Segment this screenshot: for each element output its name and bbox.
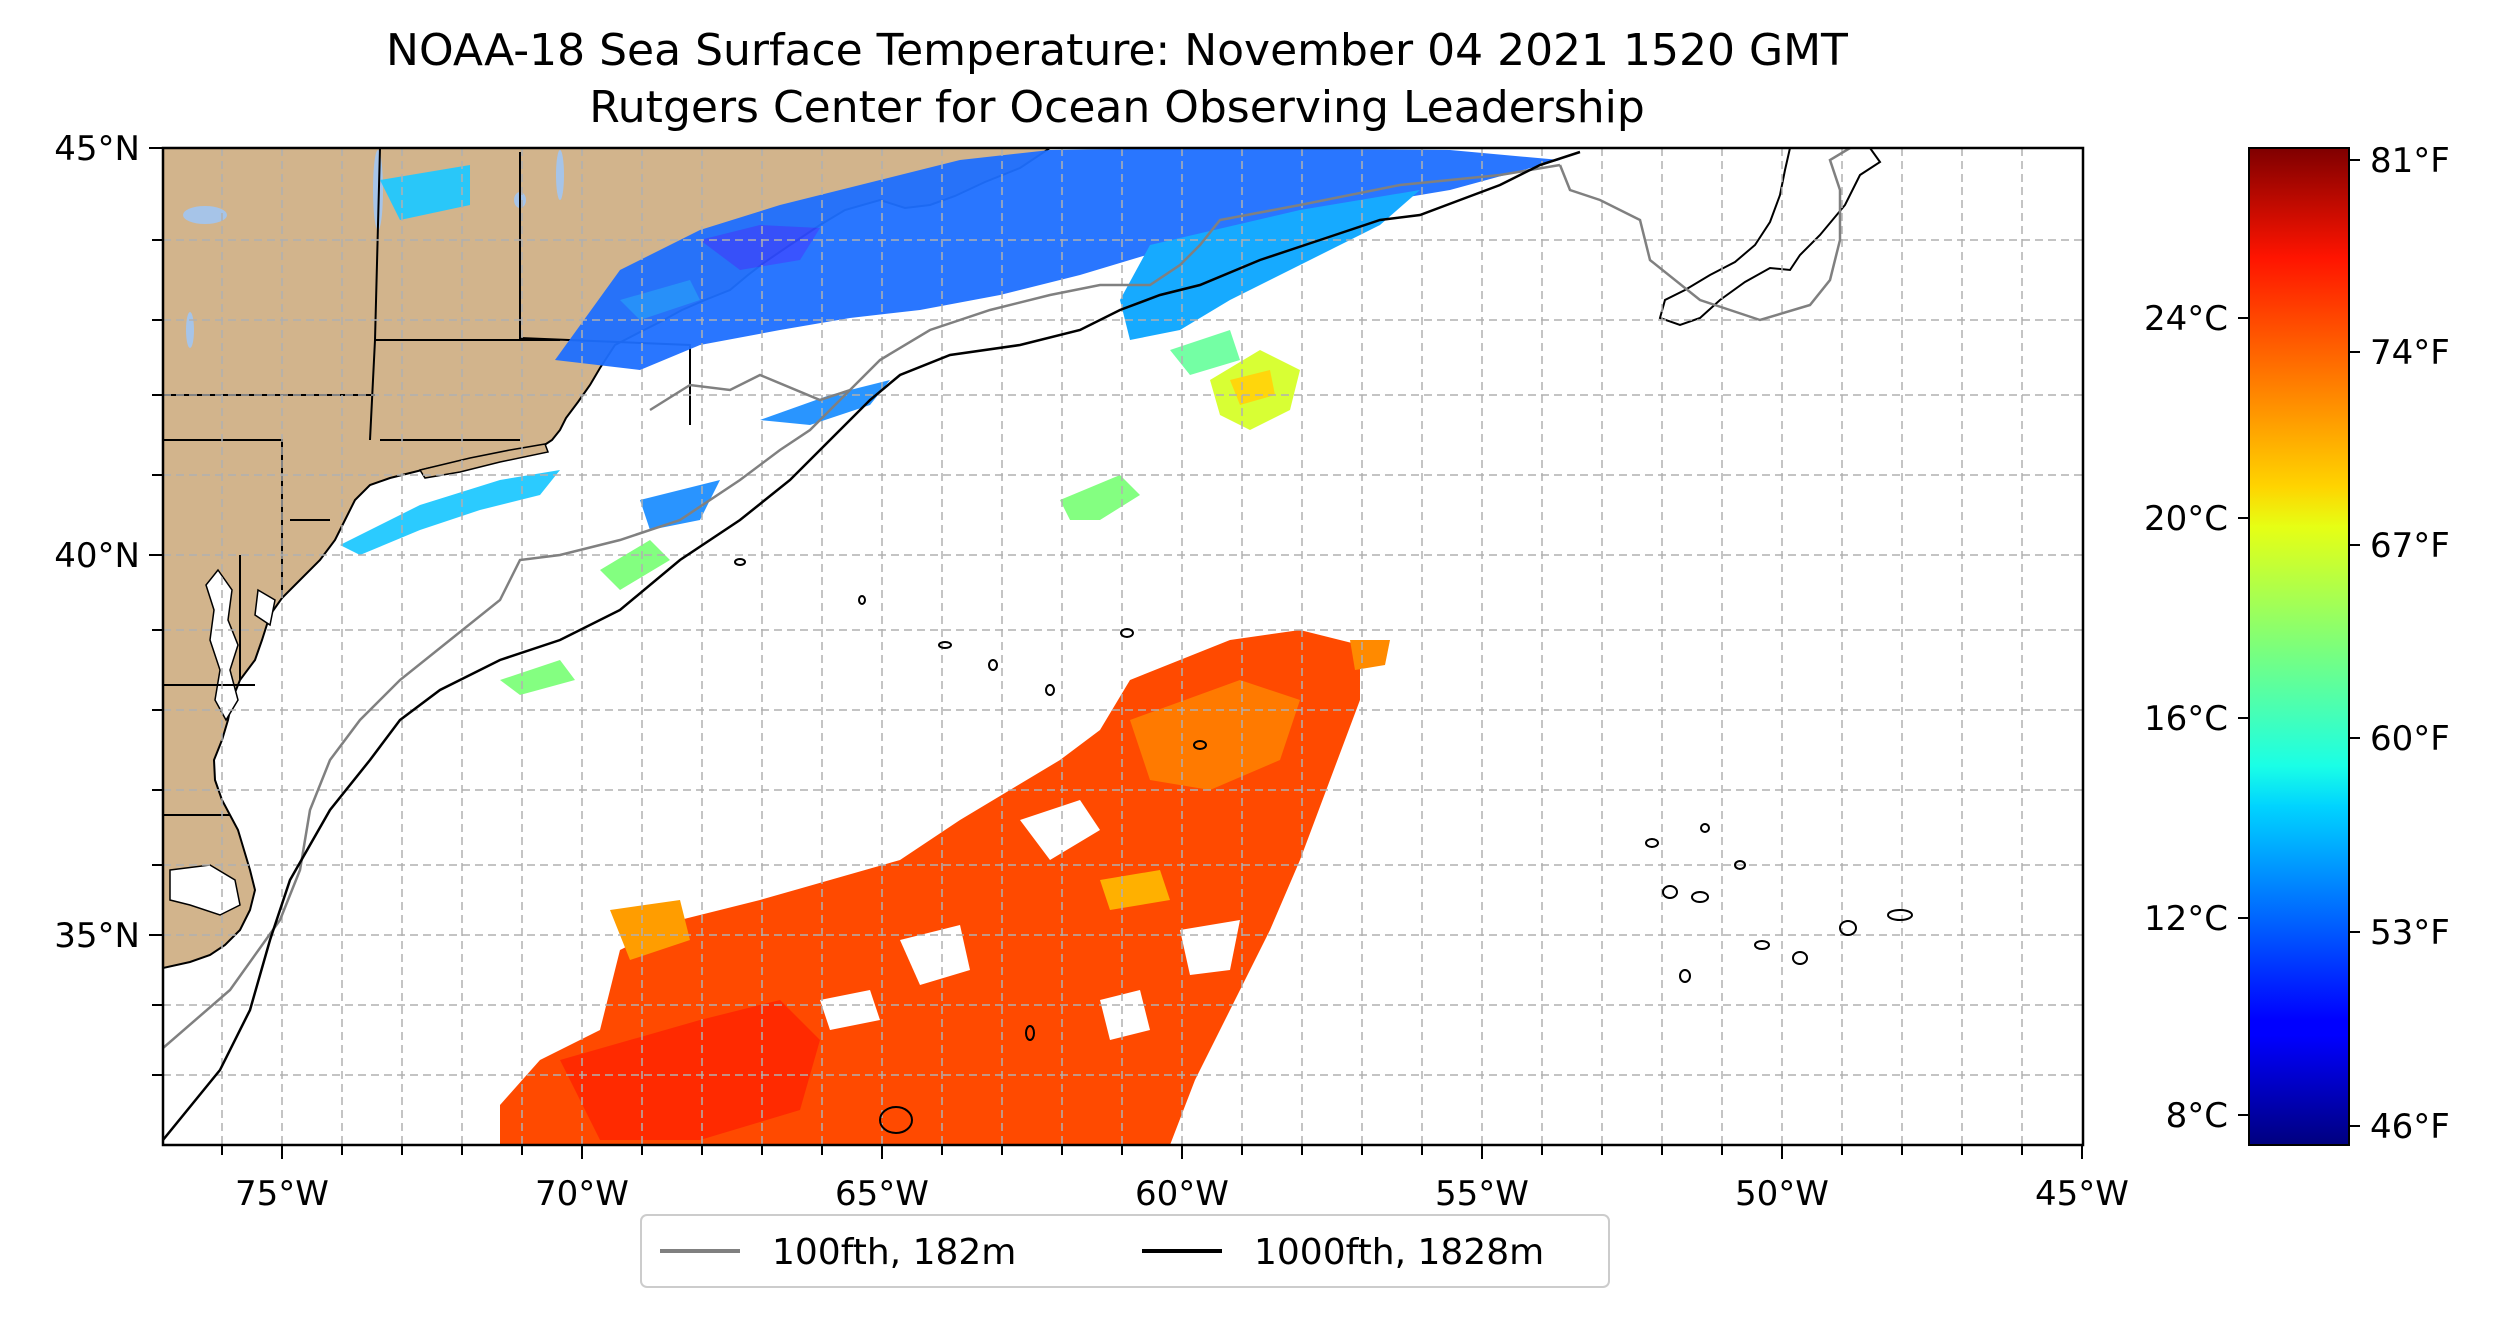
seamount-contours bbox=[734, 558, 1913, 1134]
legend-label-100fth: 100fth, 182m bbox=[772, 1232, 1016, 1273]
isobath-1000fth bbox=[163, 150, 1581, 1141]
colorbar: 24°C 20°C 16°C 12°C 8°C 81°F 74°F 67°F 6… bbox=[2144, 141, 2450, 1147]
map-area bbox=[163, 148, 2083, 1145]
colorbar-fahrenheit-tick: 53°F bbox=[2370, 913, 2450, 953]
lake bbox=[186, 312, 194, 348]
sst-warm-region bbox=[500, 630, 1390, 1145]
long-island bbox=[418, 443, 550, 479]
lake bbox=[556, 150, 564, 200]
lat-minor-ticks bbox=[152, 239, 163, 1076]
map-subtitle: Rutgers Center for Ocean Observing Leade… bbox=[589, 82, 1645, 133]
colorbar-celsius-tick: 12°C bbox=[2144, 899, 2228, 939]
colorbar-celsius-tick: 16°C bbox=[2144, 699, 2228, 739]
lon-tick: 65°W bbox=[835, 1174, 929, 1214]
isobath-100fth bbox=[163, 148, 1851, 1049]
lon-tick: 75°W bbox=[235, 1174, 329, 1214]
lat-tick-labels: 45°N 40°N 35°N bbox=[54, 129, 163, 956]
lon-tick-labels: 75°W 70°W 65°W 60°W 55°W 50°W 45°W bbox=[235, 1145, 2129, 1214]
lat-tick: 35°N bbox=[54, 916, 140, 956]
colorbar-fahrenheit-tick: 81°F bbox=[2370, 141, 2450, 181]
colorbar-fahrenheit-tick: 74°F bbox=[2370, 333, 2450, 373]
colorbar-celsius-tick: 24°C bbox=[2144, 299, 2228, 339]
colorbar-gradient bbox=[2248, 147, 2350, 1146]
legend-box bbox=[640, 1214, 1610, 1288]
lon-tick: 50°W bbox=[1735, 1174, 1829, 1214]
lat-tick: 40°N bbox=[54, 536, 140, 576]
colorbar-fahrenheit-tick: 60°F bbox=[2370, 719, 2450, 759]
lon-minor-ticks bbox=[221, 1145, 2023, 1155]
lon-tick: 55°W bbox=[1435, 1174, 1529, 1214]
map-title: NOAA-18 Sea Surface Temperature: Novembe… bbox=[386, 25, 1848, 76]
lon-tick: 60°W bbox=[1135, 1174, 1229, 1214]
colorbar-celsius-tick: 8°C bbox=[2166, 1096, 2228, 1136]
colorbar-fahrenheit-tick: 46°F bbox=[2370, 1107, 2450, 1147]
lake bbox=[183, 206, 227, 224]
colorbar-celsius-tick: 20°C bbox=[2144, 499, 2228, 539]
legend: 100fth, 182m 1000fth, 1828m bbox=[640, 1214, 1610, 1288]
lon-tick: 70°W bbox=[535, 1174, 629, 1214]
legend-label-1000fth: 1000fth, 1828m bbox=[1254, 1232, 1544, 1273]
lat-tick: 45°N bbox=[54, 129, 140, 169]
nova-scotia bbox=[1658, 148, 1882, 327]
gridlines bbox=[163, 148, 2083, 1145]
delaware-bay bbox=[254, 588, 276, 627]
lon-tick: 45°W bbox=[2035, 1174, 2129, 1214]
colorbar-fahrenheit-tick: 67°F bbox=[2370, 526, 2450, 566]
